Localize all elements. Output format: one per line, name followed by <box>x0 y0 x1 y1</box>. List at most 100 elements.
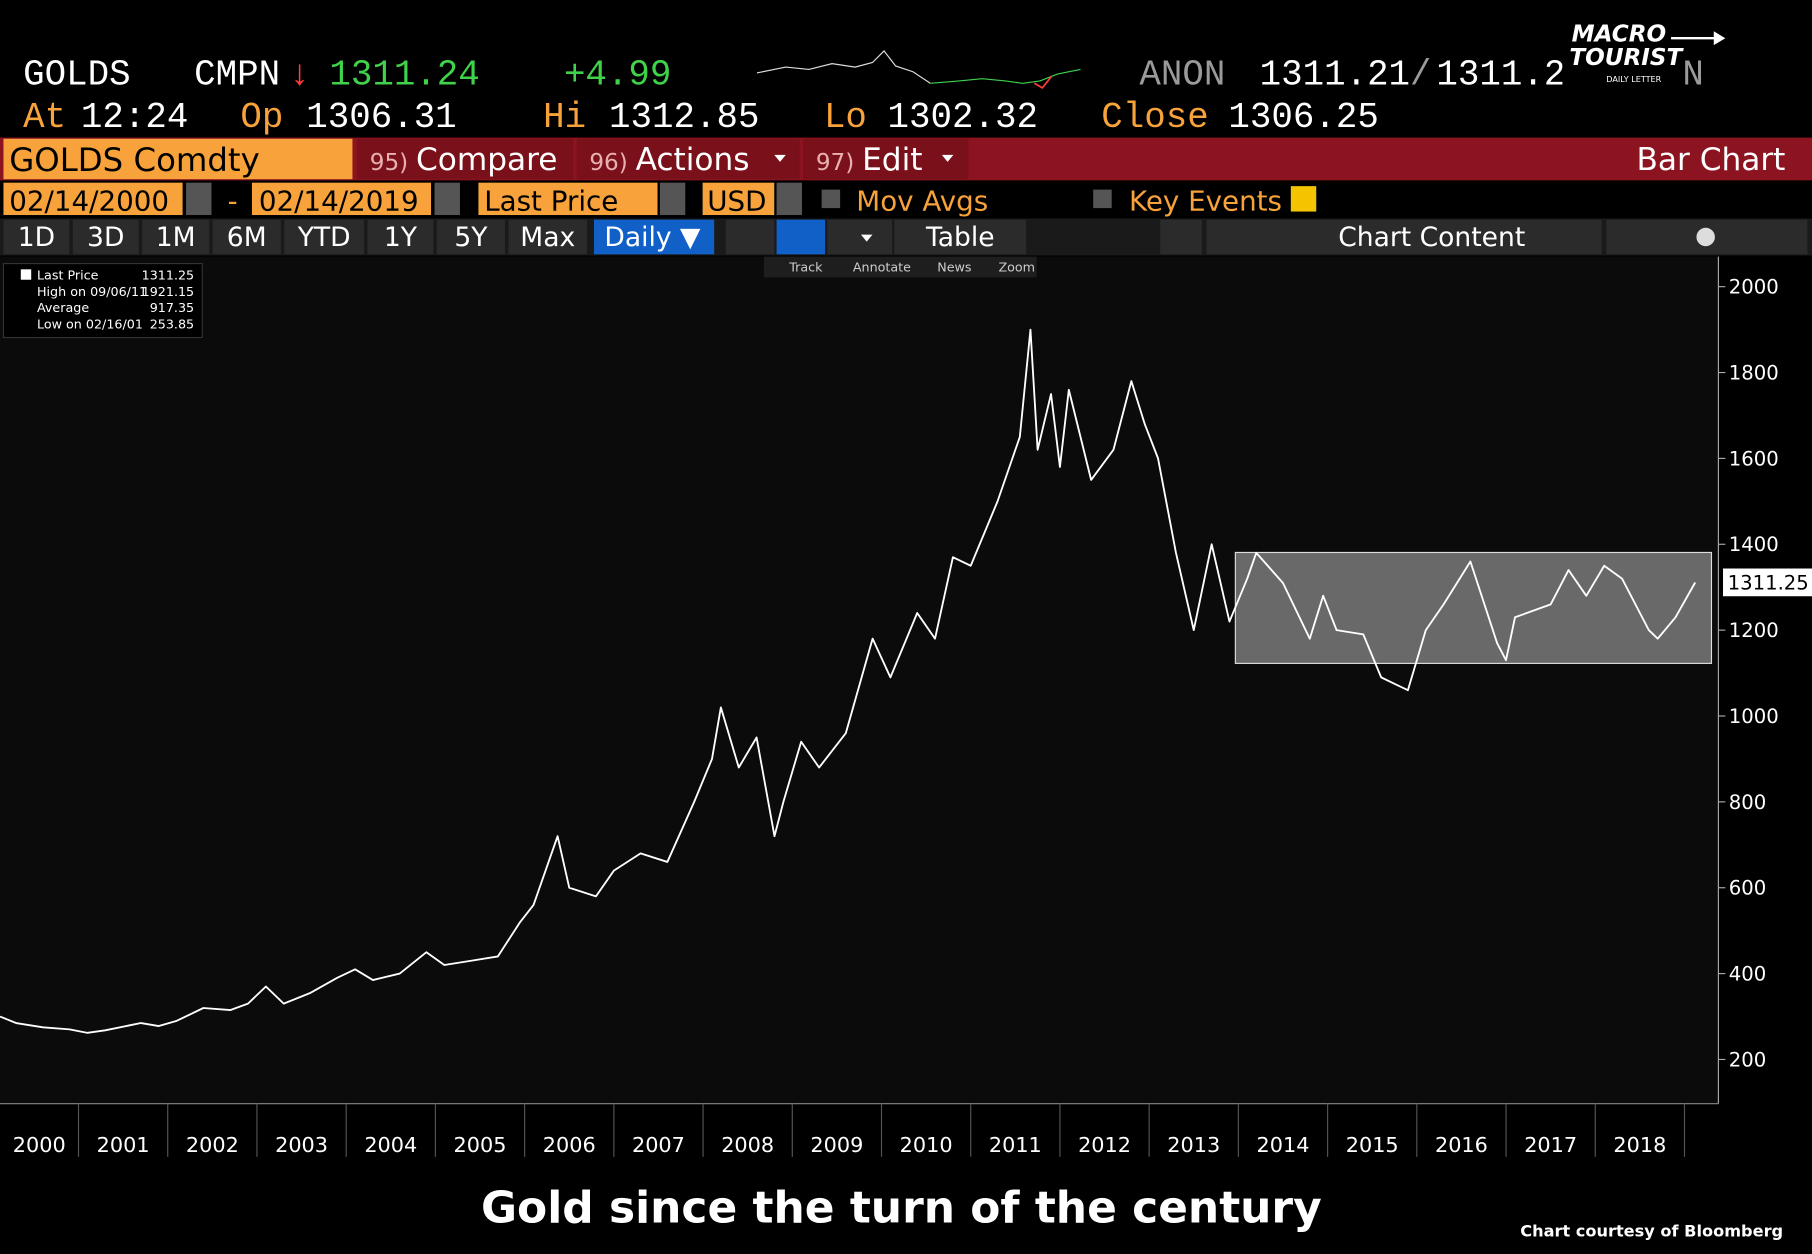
dropdown[interactable] <box>659 182 686 216</box>
separator: / <box>1410 54 1432 95</box>
y-tick-label: 200 <box>1729 1048 1766 1071</box>
x-tick-label: 2008 <box>721 1133 774 1157</box>
button[interactable] <box>576 138 800 180</box>
button-num: 97) <box>816 150 854 176</box>
tool-label[interactable]: Zoom <box>998 260 1035 275</box>
checkbox[interactable] <box>1093 189 1112 209</box>
x-tick-label: 2011 <box>989 1133 1042 1157</box>
bid: 1311.21 <box>1260 54 1410 95</box>
label: Close <box>1101 97 1208 138</box>
line-icon[interactable] <box>725 219 775 255</box>
period-label: 3D <box>87 222 124 253</box>
period-button[interactable] <box>142 219 210 255</box>
x-tick-label: 2017 <box>1524 1133 1577 1157</box>
legend-swatch <box>20 269 32 280</box>
price-line <box>0 328 1696 1034</box>
start-date: 02/14/2000 <box>9 184 169 217</box>
x-tick-label: 2012 <box>1078 1133 1131 1157</box>
plot-area <box>0 256 1719 1104</box>
period-button[interactable] <box>508 219 588 255</box>
chart-content-button[interactable] <box>1206 219 1602 255</box>
x-axis-area <box>0 1103 1719 1157</box>
dropdown-arrow <box>860 234 873 242</box>
x-tick-label: 2003 <box>275 1133 328 1157</box>
logo: MACRO TOURIST DAILY LETTER <box>1562 16 1726 88</box>
high: 1312.85 <box>609 97 759 138</box>
legend-label: Average <box>37 300 89 315</box>
table-button[interactable] <box>894 219 1027 255</box>
legend-label: Low on 02/16/01 <box>37 316 143 331</box>
tool-label[interactable]: Track <box>788 260 823 275</box>
legend-value: 917.35 <box>150 300 194 315</box>
button[interactable] <box>803 138 969 180</box>
mov-avgs: Mov Avgs <box>856 184 988 217</box>
date-field[interactable] <box>251 182 432 216</box>
dropdown[interactable] <box>827 219 893 255</box>
label: Op <box>240 97 283 138</box>
x-tick-label: 2006 <box>543 1133 596 1157</box>
period-label: 5Y <box>454 222 488 253</box>
field-select[interactable] <box>478 182 658 216</box>
chart-marks: 200 400 600 800 1000 1200 1400 1600 1800 2000 2000… <box>0 276 1812 1157</box>
direction: ↓ <box>289 54 311 95</box>
date-field[interactable] <box>3 182 183 216</box>
logo-text: MACRO <box>1572 22 1667 48</box>
logo-text: DAILY LETTER <box>1606 74 1661 84</box>
label: Hi <box>543 97 586 138</box>
security: GOLDS Comdty <box>9 141 260 179</box>
y-tick-label: 800 <box>1729 791 1766 814</box>
button[interactable] <box>357 138 574 180</box>
period-button[interactable] <box>436 219 506 255</box>
label: At <box>23 97 66 138</box>
sparkline-red <box>1033 75 1053 90</box>
period-button[interactable] <box>212 219 281 255</box>
x-tick-label: 2014 <box>1257 1133 1310 1157</box>
checkbox[interactable] <box>821 189 841 209</box>
bar-icon[interactable] <box>776 219 826 255</box>
period-button[interactable] <box>3 219 70 255</box>
security-box[interactable] <box>3 138 353 180</box>
frequency-button[interactable] <box>593 219 715 255</box>
button-num: 96) <box>589 150 627 176</box>
logo-text: TOURIST <box>1569 45 1684 71</box>
frequency: Daily ▼ <box>604 222 701 253</box>
chart-content: Chart Content <box>1338 222 1525 253</box>
x-tick-label: 2016 <box>1435 1133 1488 1157</box>
y-tick-label: 600 <box>1729 877 1766 900</box>
credit: Chart courtesy of Bloomberg <box>1520 1222 1783 1241</box>
x-tick-label: 2018 <box>1613 1133 1666 1157</box>
caption: Gold since the turn of the century <box>481 1183 1322 1234</box>
calendar-icon[interactable] <box>434 182 460 216</box>
info-icon[interactable] <box>1290 186 1317 212</box>
close: 1306.25 <box>1228 97 1378 138</box>
chart-tools: Track Annotate News Zoom <box>763 256 1037 278</box>
period-button[interactable] <box>367 219 434 255</box>
y-tick-label: 2000 <box>1729 276 1779 299</box>
period-button[interactable] <box>284 219 365 255</box>
currency-select[interactable] <box>702 182 775 216</box>
sparkline-green <box>930 68 1081 84</box>
ticker: GOLDS <box>23 54 130 95</box>
calendar-icon[interactable] <box>186 182 212 216</box>
dropdown[interactable] <box>776 182 802 216</box>
low: 1302.32 <box>888 97 1038 138</box>
y-tick-label: 400 <box>1729 963 1766 986</box>
y-axis-area <box>1718 256 1812 1104</box>
legend-value: 253.85 <box>150 316 194 331</box>
y-tick-label: 1600 <box>1729 447 1779 470</box>
field: Last Price <box>484 184 618 217</box>
period-button[interactable] <box>72 219 139 255</box>
ask: 1311.28 <box>1436 54 1586 95</box>
period-label: Max <box>520 222 575 253</box>
button-label: Compare <box>416 142 557 178</box>
collapse-button[interactable] <box>1160 219 1202 255</box>
tool-label[interactable]: Annotate <box>853 260 911 275</box>
currency: USD <box>707 184 766 217</box>
tool-label[interactable]: News <box>937 260 971 275</box>
last: 1311.24 <box>329 54 479 95</box>
dash: - <box>228 184 238 217</box>
dropdown-arrow <box>941 154 954 162</box>
bid-source: ANON <box>1139 54 1225 95</box>
label: Lo <box>824 97 867 138</box>
